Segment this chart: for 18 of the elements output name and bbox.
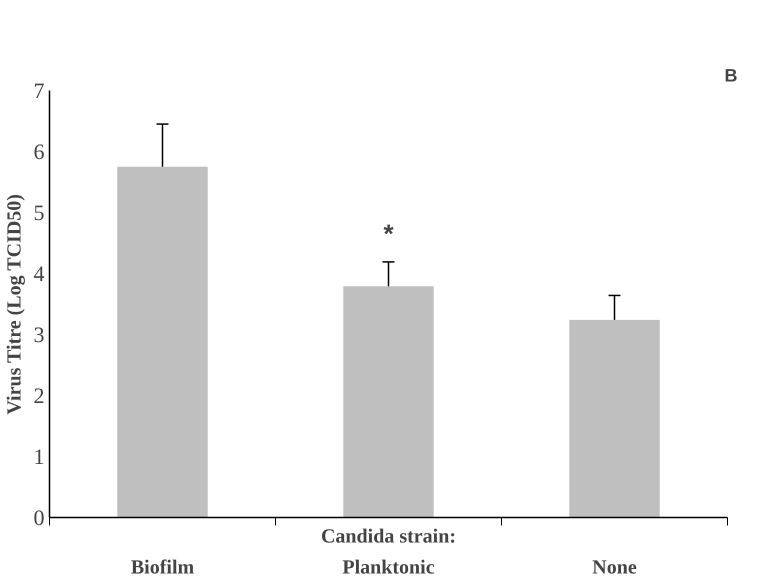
x-tick-label: Biofilm bbox=[130, 556, 195, 578]
annotation: * bbox=[383, 218, 394, 248]
y-tick-label: 2 bbox=[34, 383, 44, 408]
bar bbox=[343, 286, 434, 518]
y-tick-label: 5 bbox=[34, 200, 44, 225]
bar bbox=[117, 166, 208, 518]
y-tick-label: 0 bbox=[34, 505, 44, 530]
y-tick-label: 1 bbox=[34, 444, 44, 469]
y-tick-label: 7 bbox=[34, 78, 44, 103]
y-tick-label: 3 bbox=[34, 322, 44, 347]
text: B bbox=[724, 66, 738, 86]
y-axis-title: Virus Titre (Log TCID50) bbox=[4, 194, 26, 415]
x-axis-title: Candida strain: bbox=[320, 526, 456, 548]
y-tick-label: 4 bbox=[34, 261, 44, 286]
y-tick-label: 6 bbox=[34, 139, 44, 164]
x-tick-label: None bbox=[592, 556, 637, 578]
x-tick-label: Planktonic bbox=[342, 556, 435, 578]
bar bbox=[569, 320, 660, 518]
